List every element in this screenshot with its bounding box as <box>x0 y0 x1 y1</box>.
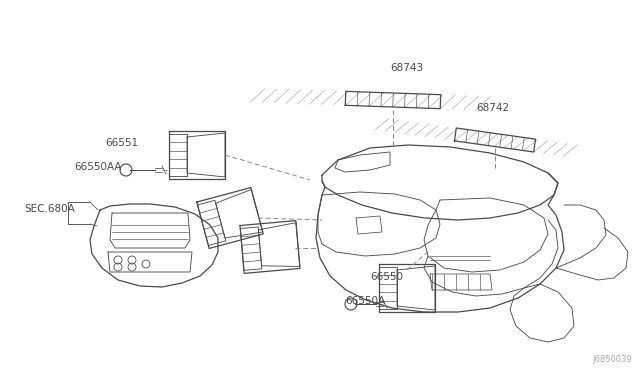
Text: 68742: 68742 <box>476 103 509 113</box>
Text: 66550AA: 66550AA <box>74 162 122 172</box>
Text: J6850039: J6850039 <box>593 355 632 364</box>
Text: SEC.680A: SEC.680A <box>24 204 75 214</box>
Text: 68743: 68743 <box>390 63 423 73</box>
Text: 66551: 66551 <box>105 138 138 148</box>
Text: 66550A: 66550A <box>345 296 385 306</box>
Text: 66550: 66550 <box>370 272 403 282</box>
